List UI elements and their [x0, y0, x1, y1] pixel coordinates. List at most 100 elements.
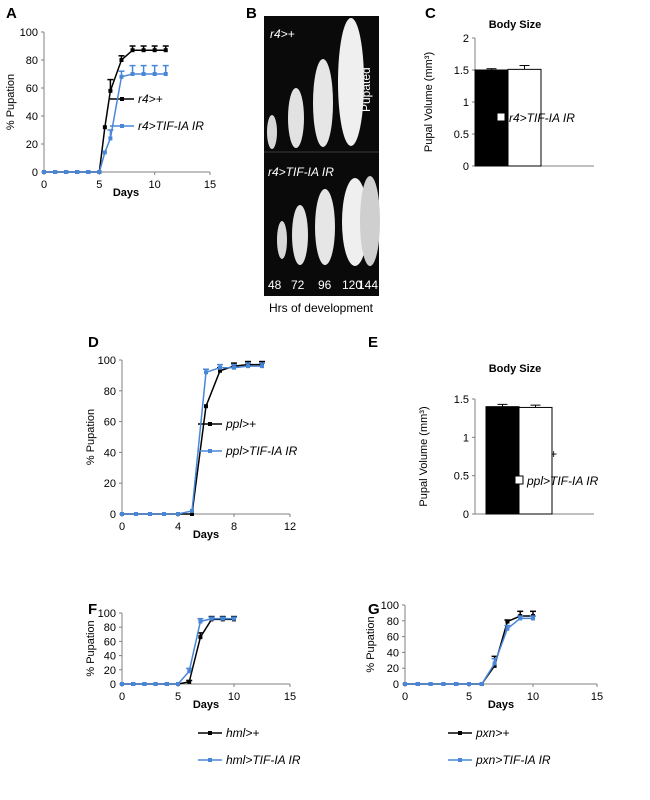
x-tick-label-d: 8	[231, 521, 237, 533]
series-line-f-control	[122, 618, 234, 685]
x-tick-label-d: 12	[284, 521, 296, 533]
data-point-d-knockdown	[260, 364, 264, 369]
data-point-f-knockdown	[142, 682, 147, 686]
bar-e-knockdown	[518, 406, 553, 515]
x-tick-label-d: 0	[119, 521, 125, 533]
panel-label-d: D	[88, 334, 99, 351]
y-tick-label-f: 40	[104, 651, 116, 663]
y-tick-label-c: 1.5	[454, 65, 469, 77]
legend-label-d-knockdown: ppl>TIF-IA IR	[225, 444, 298, 458]
hours-axis-caption: Hrs of development	[269, 301, 374, 315]
x-tick-label-g: 10	[527, 691, 539, 703]
data-point-d-knockdown	[176, 512, 180, 516]
data-point-g-knockdown	[428, 682, 433, 686]
data-point-g-knockdown	[505, 626, 510, 631]
legend-label-g-control: pxn>+	[475, 726, 509, 740]
legend-swatch-c-knockdown	[496, 112, 506, 122]
data-point-g-control	[505, 619, 510, 624]
legend-label-f-control: hml>+	[226, 726, 259, 740]
data-point-a-knockdown	[97, 170, 102, 174]
data-point-f-knockdown	[131, 682, 136, 686]
y-axis-title-g: % Pupation	[365, 616, 377, 672]
x-tick-label-a: 5	[96, 179, 102, 191]
legend-swatch-marker-f-control	[208, 731, 212, 735]
data-point-g-knockdown	[441, 682, 446, 686]
data-point-a-control	[119, 58, 124, 62]
larva-72h-control	[288, 88, 304, 148]
chart-title-c: Body Size	[489, 19, 542, 31]
larva-96h-control	[313, 59, 333, 147]
data-point-d-knockdown	[246, 364, 250, 369]
data-point-a-knockdown	[163, 72, 168, 76]
series-line-g-knockdown	[405, 617, 533, 685]
line-chart-d: 0 4 8 12 0 20 40 60 80 100 Days % Pupation ppl>+ ppl>…	[85, 355, 298, 541]
y-tick-label-a: 20	[26, 139, 38, 151]
data-point-f-control	[198, 635, 203, 640]
data-point-f-knockdown	[232, 616, 236, 621]
data-point-a-knockdown	[86, 170, 91, 174]
data-point-d-knockdown	[204, 370, 208, 375]
hours-label-144: 144	[358, 278, 378, 292]
data-point-g-control	[492, 663, 497, 668]
data-point-a-knockdown	[141, 72, 146, 76]
y-tick-label-g: 0	[393, 679, 399, 691]
data-point-d-knockdown	[162, 512, 166, 516]
y-tick-label-d: 80	[104, 386, 116, 398]
x-tick-label-f: 5	[175, 691, 181, 703]
data-point-g-knockdown	[403, 682, 407, 686]
bar-c-knockdown	[507, 68, 542, 167]
legend-swatch-marker-a-control	[120, 97, 124, 101]
data-point-f-knockdown	[120, 682, 124, 686]
data-point-a-control	[163, 48, 168, 53]
x-tick-label-d: 4	[175, 521, 181, 533]
data-point-g-knockdown	[454, 682, 459, 686]
data-point-f-control	[187, 679, 192, 684]
data-point-f-knockdown	[220, 616, 225, 621]
data-point-a-knockdown	[152, 72, 157, 76]
x-axis-title-g: Days	[488, 699, 514, 711]
y-tick-label-d: 60	[104, 417, 116, 429]
data-point-g-knockdown	[492, 661, 497, 666]
y-tick-label-c: 0	[463, 161, 469, 173]
data-point-f-knockdown	[198, 619, 203, 624]
y-tick-label-a: 80	[26, 55, 38, 67]
y-tick-label-c: 1	[463, 97, 469, 109]
y-tick-label-f: 20	[104, 665, 116, 677]
legend-swatch-marker-d-control	[208, 422, 212, 426]
legend-label-e-knockdown: ppl>TIF-IA IR	[526, 474, 599, 488]
y-axis-title-f: % Pupation	[85, 620, 97, 676]
y-tick-label-a: 40	[26, 111, 38, 123]
data-point-d-control	[204, 404, 208, 409]
y-axis-title-d: % Pupation	[85, 409, 97, 465]
legend-label-f-knockdown: hml>TIF-IA IR	[226, 753, 301, 767]
y-tick-label-a: 60	[26, 83, 38, 95]
y-tick-label-d: 100	[98, 355, 116, 367]
y-tick-label-g: 40	[387, 647, 399, 659]
x-tick-label-a: 0	[41, 179, 47, 191]
data-point-a-knockdown	[108, 136, 113, 141]
larva-48h-control	[267, 115, 277, 149]
y-tick-label-a: 100	[20, 27, 38, 39]
data-point-a-knockdown	[102, 150, 107, 155]
y-tick-label-e: 1	[463, 432, 469, 444]
x-tick-label-g: 5	[466, 691, 472, 703]
micrograph-label-control: r4>+	[270, 27, 295, 41]
line-chart-f: 0 5 10 15 0 20 40 60 80 100 Days % Pupation hml>+ hml…	[85, 608, 301, 767]
hours-label-96: 96	[318, 278, 332, 292]
y-tick-label-e: 0	[463, 509, 469, 521]
line-chart-a: 0 5 10 15 0 20 40 60 80 100 Days % Pupation r4>+ r4>T…	[5, 27, 216, 199]
hours-label-72: 72	[291, 278, 305, 292]
y-tick-label-e: 1.5	[454, 394, 469, 406]
x-tick-label-g: 15	[591, 691, 603, 703]
data-point-g-knockdown	[467, 682, 471, 686]
data-point-a-knockdown	[119, 74, 124, 79]
data-point-d-knockdown	[120, 512, 124, 516]
hours-label-48: 48	[268, 278, 282, 292]
x-tick-label-g: 0	[402, 691, 408, 703]
larva-72h-knockdown	[292, 205, 308, 265]
data-point-a-control	[108, 88, 113, 93]
data-point-a-control	[141, 48, 146, 53]
y-tick-label-a: 0	[32, 167, 38, 179]
x-axis-title-d: Days	[193, 529, 219, 541]
